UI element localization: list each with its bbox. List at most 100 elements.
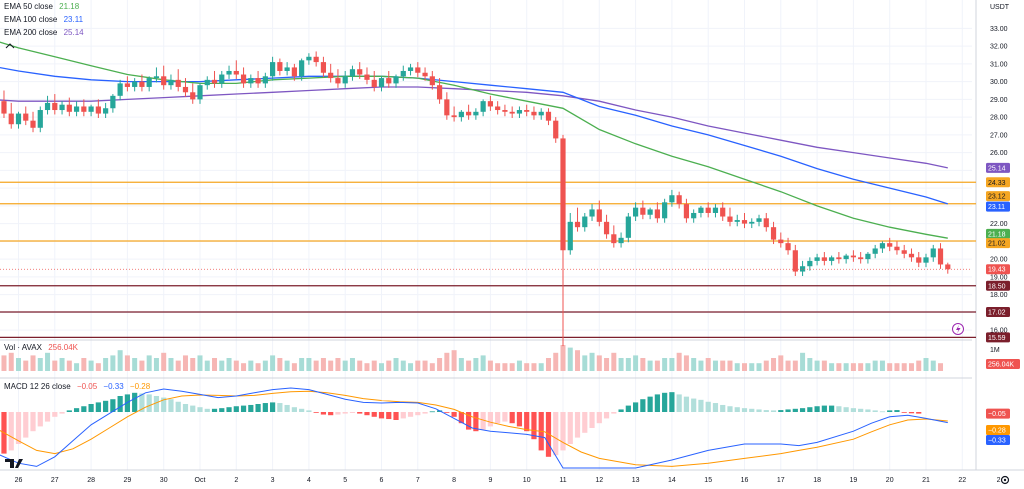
- candle-body: [640, 207, 646, 215]
- macd-hist-bar: [589, 412, 595, 428]
- macd-hist-bar: [698, 399, 704, 412]
- volume-bar: [763, 360, 769, 371]
- candle-body: [219, 74, 225, 84]
- macd-hist-bar: [582, 412, 588, 433]
- macd-hist-bar: [364, 412, 370, 416]
- legend-volume-value: 256.04K: [48, 343, 78, 352]
- macd-hist-bar: [81, 406, 87, 412]
- price-tick-label: 31.00: [990, 61, 1008, 68]
- volume-bar: [306, 358, 312, 371]
- volume-bar: [117, 350, 123, 371]
- time-tick-label: 30: [160, 477, 168, 484]
- macd-hist-bar: [814, 406, 820, 412]
- candle-body: [233, 70, 239, 75]
- macd-hist-bar: [197, 407, 203, 412]
- lightning-icon: [952, 323, 964, 335]
- volume-bar: [524, 363, 530, 371]
- volume-bar: [386, 360, 392, 371]
- logo-t: [5, 459, 14, 468]
- macd-hist-bar: [357, 412, 363, 414]
- candle-body: [705, 207, 711, 213]
- macd-hist-bar: [473, 412, 479, 432]
- volume-bar: [785, 360, 791, 371]
- macd-tag-macd_tag: [986, 435, 1010, 445]
- candle-body: [306, 56, 312, 61]
- volume-bar: [146, 355, 152, 371]
- volume-bar: [262, 360, 268, 371]
- macd-hist-bar: [262, 403, 268, 412]
- legend-macd-label: MACD 12 26 close: [4, 382, 71, 391]
- macd-hist-bar: [139, 393, 145, 412]
- time-tick-label: 17: [777, 477, 785, 484]
- price-tag-s3: [986, 332, 1010, 343]
- price-tag-r3: [986, 238, 1010, 249]
- volume-bar: [575, 350, 581, 371]
- candle-body: [669, 195, 675, 203]
- volume-bar: [516, 360, 522, 371]
- volume-bar: [560, 345, 566, 371]
- macd-hist-bar: [807, 407, 813, 412]
- volume-bar: [291, 363, 297, 371]
- price-tag-label-r1: 24.33: [988, 180, 1006, 187]
- macd-hist-bar: [756, 409, 762, 412]
- volume-bar: [487, 360, 493, 371]
- volume-bar: [95, 363, 101, 371]
- candle-body: [313, 56, 319, 63]
- volume-bar: [720, 360, 726, 371]
- macd-hist-bar: [574, 412, 581, 438]
- time-tick-label: 18: [813, 477, 821, 484]
- macd-hist-bar: [712, 403, 719, 412]
- macd-hist-bar: [233, 406, 239, 412]
- volume-bar: [625, 358, 631, 371]
- price-tag-r1: [986, 177, 1010, 188]
- macd-hist-bar: [103, 400, 109, 412]
- candle-body: [190, 92, 196, 100]
- volume-bar: [604, 358, 610, 371]
- volume-bar: [233, 360, 239, 371]
- candle-body: [908, 253, 915, 258]
- time-tick-label: 14: [668, 477, 676, 484]
- macd-hist-bar: [291, 407, 297, 412]
- macd-hist-bar: [277, 403, 283, 412]
- candle-body: [393, 76, 399, 84]
- price-tick-label: 27.00: [990, 132, 1008, 139]
- candle-body: [161, 76, 167, 86]
- macd-hist-bar: [916, 412, 922, 414]
- candle-body: [734, 220, 740, 222]
- macd-hist-bar: [647, 396, 653, 412]
- macd-hist-bar: [705, 401, 711, 412]
- volume-tick-label: 1M: [990, 347, 1000, 354]
- macd-hist-bar: [378, 412, 385, 419]
- candle-body: [611, 234, 617, 244]
- candle-body: [930, 248, 936, 258]
- macd-hist-bar: [73, 408, 80, 412]
- volume-bar: [335, 358, 341, 371]
- macd-hist-bar: [95, 402, 101, 412]
- candle-body: [473, 111, 479, 116]
- volume-bar: [531, 363, 537, 371]
- candle-body: [270, 62, 276, 77]
- volume-bar: [299, 358, 305, 371]
- macd-hist-bar: [865, 409, 871, 412]
- macd-tag-label-macd_tag: −0.33: [988, 438, 1006, 445]
- macd-hist-bar: [349, 412, 356, 413]
- price-tag-last: [986, 264, 1010, 275]
- macd-hist-bar: [407, 412, 414, 417]
- candle-body: [175, 79, 181, 87]
- settings-gear-icon: [1000, 475, 1010, 485]
- candle-body: [807, 260, 813, 267]
- volume-bar: [778, 355, 784, 371]
- volume-bar: [357, 360, 363, 371]
- macd-tag-label-hist_tag: −0.05: [988, 411, 1006, 418]
- volume-bar: [800, 352, 806, 371]
- macd-hist-bar: [836, 406, 842, 412]
- macd-hist-bar: [625, 405, 631, 412]
- legend-ema200-label: EMA 200 close: [4, 28, 58, 37]
- macd-hist-bar: [458, 412, 464, 424]
- volume-bar: [850, 363, 856, 371]
- macd-hist-bar: [763, 410, 769, 412]
- candle-body: [662, 202, 668, 219]
- macd-hist-bar: [182, 404, 189, 412]
- macd-hist-bar: [30, 412, 36, 432]
